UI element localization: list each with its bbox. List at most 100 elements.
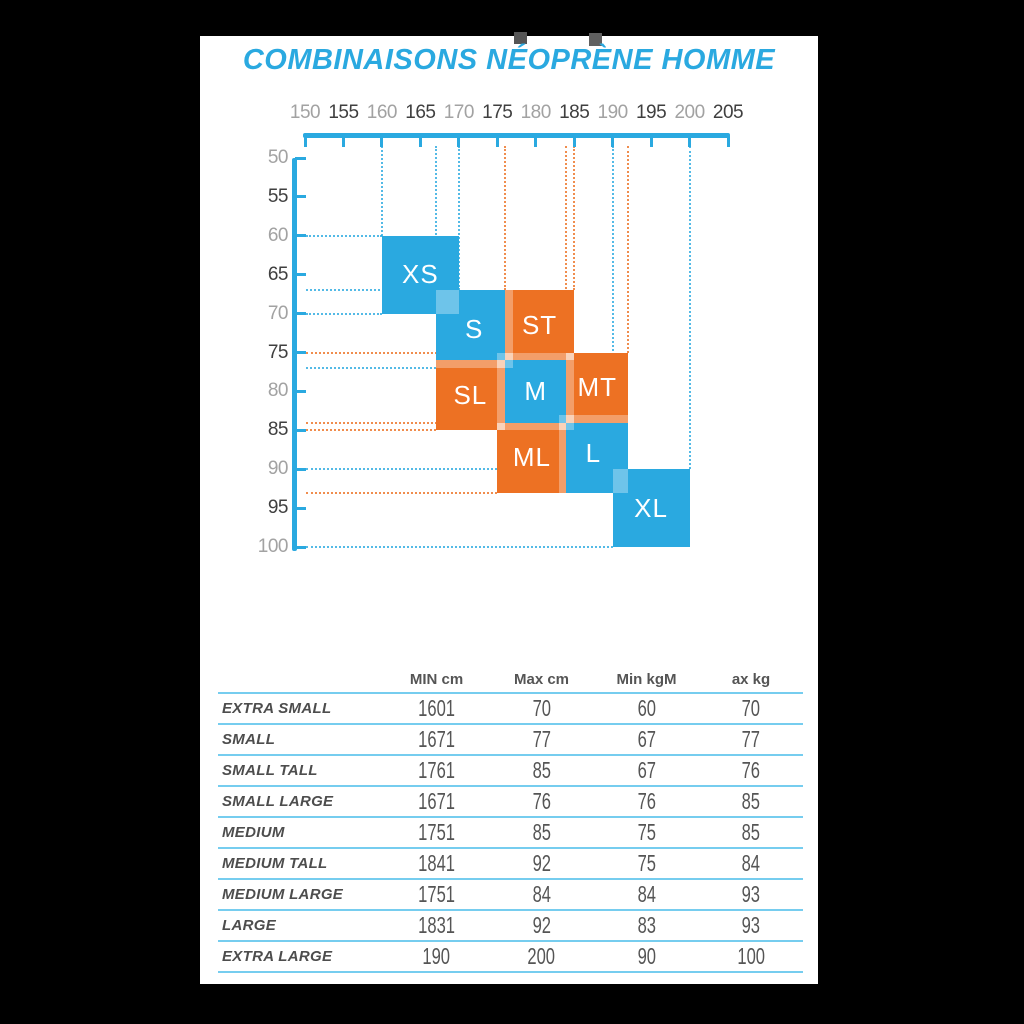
size-overlap-region: [566, 414, 628, 423]
y-tick-label: 95: [267, 497, 289, 519]
size-overlap-region: [558, 414, 575, 431]
y-axis-tick: [295, 351, 306, 354]
size-value: 67: [637, 726, 656, 752]
size-value-cell: 60: [594, 695, 699, 722]
size-overlap-region: [566, 352, 575, 423]
size-block-mt: MT: [566, 352, 628, 423]
size-overlap-region: [497, 422, 567, 431]
x-axis-tick: [418, 135, 422, 147]
page-title: COMBINAISONS NÉOPRÈNE HOMME: [242, 44, 776, 76]
size-value: 1831: [418, 912, 455, 938]
y-axis-tick: [295, 273, 306, 277]
size-value-cell: 93: [699, 881, 803, 908]
size-value-cell: 1751: [384, 881, 489, 908]
size-value: 93: [741, 912, 761, 938]
size-value-cell: 84: [699, 850, 803, 877]
table-row: SMALL 1671 77 67 77: [218, 725, 803, 756]
size-value-cell: 75: [594, 850, 699, 877]
size-value: 84: [532, 881, 551, 907]
v-guide-line: [434, 146, 437, 291]
table-row: MEDIUM TALL 1841 92 75 84: [218, 849, 803, 880]
size-name-cell: LARGE: [222, 917, 276, 934]
size-value: 77: [532, 726, 551, 752]
size-value-cell: 67: [594, 757, 699, 784]
size-value-cell: 67: [594, 726, 699, 753]
size-value-cell: 77: [699, 726, 803, 753]
size-value-cell: 100: [699, 943, 803, 970]
size-value: 83: [637, 912, 656, 938]
size-value: 1751: [418, 881, 455, 907]
x-tick-label: 185: [559, 102, 590, 123]
y-axis-tick: [295, 156, 306, 160]
size-value: 1671: [418, 788, 455, 814]
size-value: 75: [637, 819, 656, 845]
size-value-cell: 77: [489, 726, 594, 753]
size-value-cell: 1671: [384, 726, 489, 753]
size-block-sl: SL: [435, 360, 505, 431]
size-overlap-region: [566, 352, 575, 361]
x-tick-label: 170: [443, 102, 475, 123]
x-axis-tick: [380, 135, 384, 147]
table-row: MEDIUM LARGE 1751 84 84 93: [218, 880, 803, 911]
size-block-label: L: [585, 438, 602, 469]
size-value: 75: [637, 850, 656, 876]
size-value-cell: 1671: [384, 788, 489, 815]
size-value: 70: [741, 695, 761, 721]
size-name-cell: EXTRA SMALL: [222, 700, 332, 717]
size-value: 190: [422, 943, 451, 969]
size-value: 1601: [418, 695, 455, 721]
h-guide-line: [306, 491, 498, 494]
y-tick-label: 80: [267, 380, 289, 402]
x-axis-tick: [572, 135, 576, 147]
x-tick-label: 155: [328, 102, 359, 123]
x-tick-label: 160: [366, 102, 398, 123]
size-value-cell: 1761: [384, 757, 489, 784]
y-tick-label: 100: [257, 536, 289, 557]
x-tick-label: 195: [635, 102, 667, 123]
size-block-label: MT: [577, 372, 618, 402]
size-name-cell: SMALL TALL: [222, 762, 318, 779]
x-axis-tick: [495, 135, 499, 147]
size-overlap-region: [497, 352, 513, 369]
v-guide-line: [503, 146, 506, 291]
table-row: EXTRA LARGE 190 200 90 100: [218, 942, 803, 973]
table-header-row: MIN cm Max cm Min kgM ax kg: [218, 666, 803, 694]
x-tick-label: 165: [405, 102, 436, 123]
size-table: MIN cm Max cm Min kgM ax kg EXTRA SMALL 1601 7…: [218, 666, 803, 973]
size-value: 77: [741, 726, 761, 752]
size-value-cell: 93: [699, 912, 803, 939]
size-overlap-region: [497, 422, 505, 431]
y-tick-label: 65: [267, 263, 289, 285]
size-block-label: XL: [634, 492, 668, 523]
x-tick-label: 175: [482, 102, 513, 123]
size-guide-card: COMBINAISONS NÉOPRÈNE HOMME 150 155 160 165…: [200, 32, 818, 984]
x-axis-tick: [303, 135, 307, 147]
x-axis-tick: [457, 135, 461, 147]
size-value: 92: [532, 850, 551, 876]
size-name-cell: SMALL: [222, 731, 276, 748]
table-row: SMALL LARGE 1671 76 76 85: [218, 787, 803, 818]
size-value: 1751: [418, 819, 455, 845]
artifact-mark: [514, 32, 527, 44]
size-value-cell: 85: [699, 788, 803, 815]
v-guide-line: [380, 146, 383, 236]
v-guide-line: [688, 146, 691, 470]
size-block-label: ML: [512, 442, 551, 473]
size-value-cell: 84: [489, 881, 594, 908]
size-overlap-region: [612, 469, 628, 493]
x-axis-tick: [611, 135, 615, 147]
size-block-m: M: [497, 352, 575, 431]
size-value: 84: [741, 850, 761, 876]
h-guide-line: [306, 367, 436, 370]
size-value-cell: 190: [384, 943, 489, 970]
table-row: EXTRA SMALL 1601 70 60 70: [218, 694, 803, 725]
size-value-cell: 76: [699, 757, 803, 784]
y-axis-tick: [295, 428, 306, 432]
y-tick-label: 55: [267, 185, 289, 207]
size-value: 85: [532, 757, 551, 783]
size-value: 85: [741, 819, 761, 845]
x-tick-label: 205: [712, 102, 744, 123]
h-guide-line: [306, 421, 498, 424]
size-value: 85: [741, 788, 761, 814]
x-tick-label: 190: [597, 102, 629, 123]
